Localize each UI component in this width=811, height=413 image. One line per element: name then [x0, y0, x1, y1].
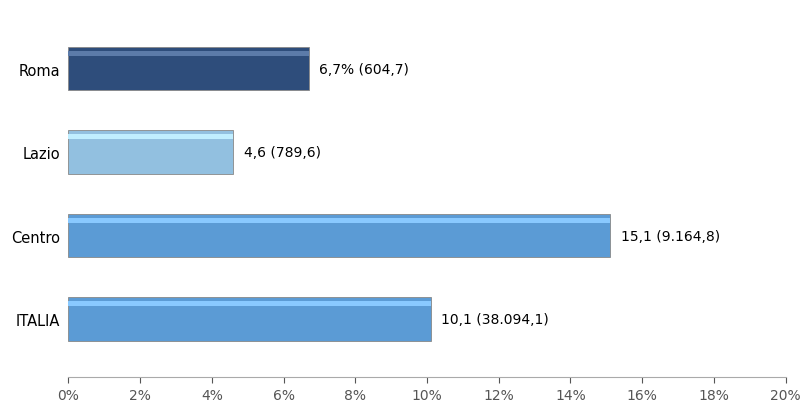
Bar	[68, 218, 609, 223]
Text: 10,1 (38.094,1): 10,1 (38.094,1)	[441, 312, 548, 326]
Bar	[68, 298, 430, 341]
Text: 15,1 (9.164,8): 15,1 (9.164,8)	[620, 229, 719, 243]
Text: 4,6 (789,6): 4,6 (789,6)	[244, 146, 320, 160]
Bar	[68, 214, 609, 258]
Bar	[68, 135, 233, 140]
Bar	[68, 131, 233, 174]
Bar	[68, 48, 308, 91]
Text: 6,7% (604,7): 6,7% (604,7)	[319, 62, 409, 76]
Bar	[68, 301, 430, 307]
Bar	[68, 52, 308, 57]
